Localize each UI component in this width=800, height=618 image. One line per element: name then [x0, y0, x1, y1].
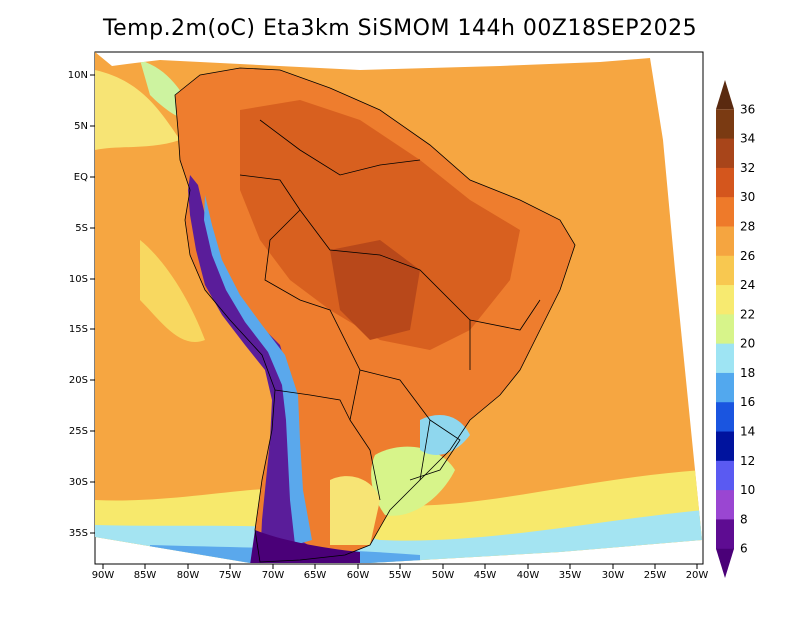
lat-label-10s: 10S: [69, 274, 88, 285]
lat-label-5n: 5N: [74, 121, 88, 132]
colorbar-label: 26: [740, 249, 755, 263]
colorbar-label: 10: [740, 483, 755, 497]
colorbar-band: [716, 197, 734, 227]
colorbar-band: [716, 343, 734, 374]
lon-label-80w: 80W: [177, 570, 200, 581]
colorbar-band: [716, 372, 734, 403]
colorbar-band: [716, 548, 734, 578]
lat-label-30s: 30S: [69, 477, 88, 488]
nw-yellow-ocean: [95, 70, 180, 150]
colorbar-label: 6: [740, 542, 748, 556]
lon-label-45w: 45W: [474, 570, 497, 581]
southern-cone-mild: [330, 476, 380, 545]
lat-label-25s: 25S: [69, 426, 88, 437]
lon-label-65w: 65W: [304, 570, 327, 581]
latitude-axis: 10N 5N EQ 5S 10S 15S 20S 25S 30S 35S: [68, 70, 95, 539]
lon-label-90w: 90W: [92, 570, 115, 581]
temperature-field: [95, 52, 702, 563]
colorbar-label: 28: [740, 219, 755, 233]
colorbar-band: [716, 80, 734, 110]
lon-label-30w: 30W: [602, 570, 625, 581]
andes-mid: [204, 195, 312, 545]
colorbar-label: 24: [740, 278, 755, 292]
se-brazil-cool: [420, 415, 470, 455]
lat-label-10n: 10N: [68, 70, 88, 81]
lon-label-85w: 85W: [134, 570, 157, 581]
hottest-core: [330, 240, 420, 340]
lat-label-5s: 5S: [75, 223, 88, 234]
lon-label-70w: 70W: [262, 570, 285, 581]
southern-cone-cool: [371, 446, 455, 516]
country-borders: [174, 67, 576, 563]
lon-label-35w: 35W: [559, 570, 582, 581]
colorbar-label: 16: [740, 395, 755, 409]
colorbar-band: [716, 314, 734, 345]
colorbar-label: 32: [740, 161, 755, 175]
lon-label-50w: 50W: [432, 570, 455, 581]
lat-label-eq: EQ: [74, 172, 88, 183]
lat-label-35s: 35S: [69, 528, 88, 539]
colorbar-label: 8: [740, 512, 748, 526]
colorbar-band: [716, 490, 734, 520]
lon-label-40w: 40W: [517, 570, 540, 581]
longitude-axis: 90W 85W 80W 75W 70W 65W 60W 55W 50W 45W …: [92, 564, 709, 581]
lon-label-25w: 25W: [644, 570, 667, 581]
colorbar-band: [716, 109, 734, 140]
lon-label-75w: 75W: [219, 570, 242, 581]
colorbar-band: [716, 402, 734, 433]
colorbar-label: 20: [740, 337, 755, 351]
colorbar-band: [716, 167, 734, 198]
colorbar-band: [716, 138, 734, 169]
colorbar-label: 12: [740, 454, 755, 468]
hot-amazon: [240, 100, 520, 350]
lat-label-20s: 20S: [69, 375, 88, 386]
colorbar-label: 22: [740, 307, 755, 321]
colorbar-band: [716, 431, 734, 462]
map-title: Temp.2m(oC) Eta3km SiSMOM 144h 00Z18SEP2…: [102, 16, 698, 41]
colorbar-band: [716, 226, 734, 257]
colorbar-label: 34: [740, 132, 755, 146]
colorbar-band: [716, 460, 734, 491]
lon-label-20w: 20W: [686, 570, 709, 581]
peru-cool-coast: [140, 240, 205, 342]
lat-label-15s: 15S: [69, 324, 88, 335]
lon-label-60w: 60W: [347, 570, 370, 581]
colorbar-band: [716, 285, 734, 315]
colorbar-label: 14: [740, 425, 755, 439]
colorbar-band: [716, 519, 734, 550]
colorbar-label: 18: [740, 366, 755, 380]
colorbar-label: 30: [740, 190, 755, 204]
lon-label-55w: 55W: [389, 570, 412, 581]
colorbar-label: 36: [740, 102, 755, 116]
colorbar: 36 34 32 30 28 26 24 22 20 18 16 14 12 10 8 6: [716, 80, 755, 578]
colorbar-band: [716, 255, 734, 286]
